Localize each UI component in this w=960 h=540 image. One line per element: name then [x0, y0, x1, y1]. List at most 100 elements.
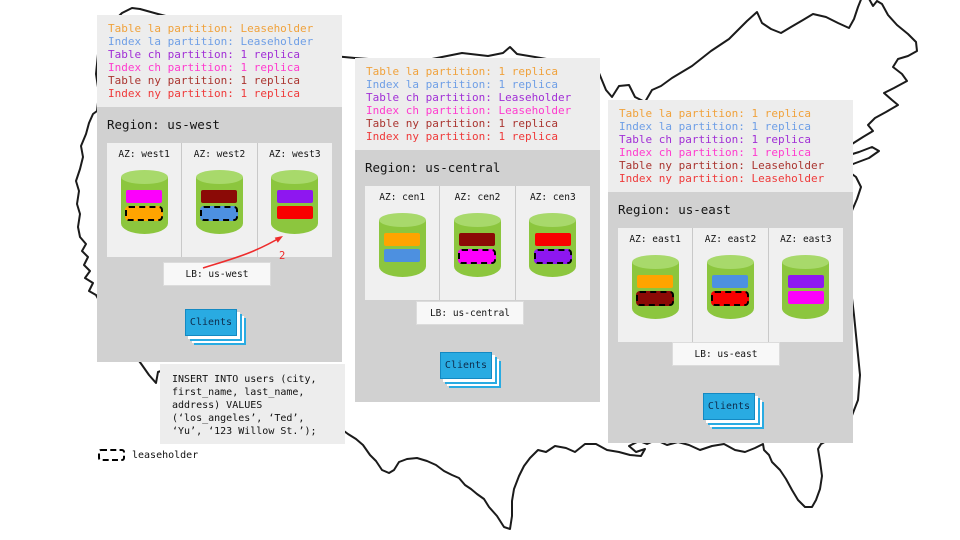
- partition-bar-leaseholder: [200, 206, 239, 221]
- legend-line: Index ny partition: 1 replica: [108, 86, 301, 100]
- clients-label: Clients: [444, 360, 488, 371]
- database-node-icon: [706, 255, 754, 319]
- partition-bar: [384, 249, 421, 262]
- lb-label: LB: us-west: [185, 268, 249, 280]
- sql-insert-note: INSERT INTO users (city, first_name, las…: [160, 364, 345, 444]
- legend-line: Table la partition: 1 replica: [619, 107, 812, 120]
- az-label: AZ: west3: [269, 149, 321, 160]
- region-title: Region: us-east: [618, 202, 731, 217]
- legend-line: Index ch partition: 1 replica: [619, 145, 812, 159]
- database-node-icon: [378, 213, 426, 277]
- load-balancer-us-east: LB: us-east: [672, 342, 780, 366]
- partition-legend-us-east: Table la partition: 1 replica Index la p…: [608, 100, 853, 192]
- cylinder-top: [195, 170, 243, 184]
- partition-bar: [787, 291, 824, 304]
- load-balancer-us-central: LB: us-central: [416, 301, 524, 325]
- leaseholder-key: leaseholder: [98, 449, 198, 461]
- legend-line: Index la partition: Leaseholder: [108, 34, 314, 48]
- load-balancer-us-west: LB: us-west: [163, 262, 271, 286]
- legend-line: Table ch partition: Leaseholder: [366, 90, 572, 104]
- cylinder-body: [631, 262, 679, 319]
- clients-box-us-central: Clients: [440, 352, 492, 379]
- partition-bar-leaseholder: [636, 291, 675, 306]
- cylinder-body: [706, 262, 754, 319]
- legend-line: Table la partition: 1 replica: [366, 65, 559, 78]
- database-node-icon: [782, 255, 830, 319]
- partition-bar: [534, 233, 571, 246]
- partition-legend-us-west: Table la partition: Leaseholder Index la…: [97, 15, 342, 107]
- leaseholder-key-label: leaseholder: [132, 449, 199, 461]
- az-label: AZ: cen3: [529, 192, 576, 203]
- partition-bar: [637, 275, 674, 288]
- legend-line: Table la partition: Leaseholder: [108, 22, 314, 35]
- az-east2: AZ: east2: [692, 228, 767, 342]
- cylinder-body: [453, 220, 501, 277]
- az-cen2: AZ: cen2: [439, 186, 514, 300]
- partition-bar-leaseholder: [458, 249, 497, 264]
- legend-line: Index ny partition: 1 replica: [366, 129, 559, 143]
- region-title: Region: us-west: [107, 117, 220, 132]
- az-cen1: AZ: cen1: [365, 186, 439, 300]
- legend-line: Index ch partition: 1 replica: [108, 60, 301, 74]
- partition-bar: [201, 190, 238, 203]
- az-east1: AZ: east1: [618, 228, 692, 342]
- legend-line: Table ch partition: 1 replica: [108, 47, 301, 61]
- legend-line: Index ny partition: Leaseholder: [619, 171, 825, 185]
- cylinder-body: [378, 220, 426, 277]
- clients-box-us-west: Clients: [185, 309, 237, 336]
- cylinder-body: [529, 220, 577, 277]
- az-label: AZ: cen1: [379, 192, 426, 203]
- lb-label: LB: us-central: [429, 307, 511, 319]
- legend-line: Table ch partition: 1 replica: [619, 132, 812, 146]
- partition-bar: [787, 275, 824, 288]
- cylinder-body: [271, 177, 319, 234]
- cylinder-top: [271, 170, 319, 184]
- partition-bar: [126, 190, 163, 203]
- partition-bar: [459, 233, 496, 246]
- az-label: AZ: west2: [193, 149, 246, 160]
- partition-bar: [384, 233, 421, 246]
- legend-line: Table ny partition: 1 replica: [108, 73, 301, 87]
- legend-line: Table ny partition: 1 replica: [366, 116, 559, 130]
- az-box-us-east: AZ: east1 AZ: east2: [618, 228, 843, 342]
- az-box-us-central: AZ: cen1 AZ: cen2: [365, 186, 590, 300]
- database-node-icon: [631, 255, 679, 319]
- az-label: AZ: east3: [780, 234, 832, 245]
- az-west2: AZ: west2: [181, 143, 256, 257]
- partition-bar-leaseholder: [125, 206, 164, 221]
- arrow-to-west3: 2: [202, 236, 285, 269]
- partition-bar-leaseholder: [533, 249, 572, 264]
- database-node-icon: [271, 170, 319, 234]
- partition-bar: [276, 190, 313, 203]
- database-node-icon: [453, 213, 501, 277]
- az-label: AZ: east1: [629, 234, 681, 245]
- annotation-2: 2: [279, 250, 285, 262]
- clients-label: Clients: [707, 401, 751, 412]
- cylinder-top: [120, 170, 168, 184]
- az-label: AZ: cen2: [454, 192, 501, 203]
- leaseholder-dashed-box-icon: [98, 449, 125, 461]
- clients-label: Clients: [189, 317, 233, 328]
- az-label: AZ: east2: [704, 234, 757, 245]
- region-panel-us-east: Region: us-east AZ: east1 AZ: east2: [608, 192, 853, 443]
- az-east3: AZ: east3: [767, 228, 843, 342]
- az-label: AZ: west1: [118, 149, 170, 160]
- arrowhead-icon: [274, 236, 283, 243]
- region-panel-us-west: Region: us-west AZ: west1 AZ: west2: [97, 107, 342, 362]
- partition-legend-us-central: Table la partition: 1 replica Index la p…: [355, 58, 600, 150]
- partition-bar: [712, 275, 749, 288]
- az-box-us-west: AZ: west1 AZ: west2: [107, 143, 332, 257]
- legend-line: Index la partition: 1 replica: [619, 119, 812, 133]
- partition-bar: [276, 206, 313, 219]
- cylinder-top: [529, 213, 577, 227]
- az-west1: AZ: west1: [107, 143, 181, 257]
- az-west3: AZ: west3: [256, 143, 332, 257]
- database-node-icon: [195, 170, 243, 234]
- legend-line: Index ch partition: Leaseholder: [366, 103, 572, 117]
- region-title: Region: us-central: [365, 160, 501, 175]
- lb-label: LB: us-east: [694, 348, 758, 360]
- legend-line: Table ny partition: Leaseholder: [619, 158, 825, 172]
- cylinder-top: [631, 255, 679, 269]
- cylinder-body: [195, 177, 243, 234]
